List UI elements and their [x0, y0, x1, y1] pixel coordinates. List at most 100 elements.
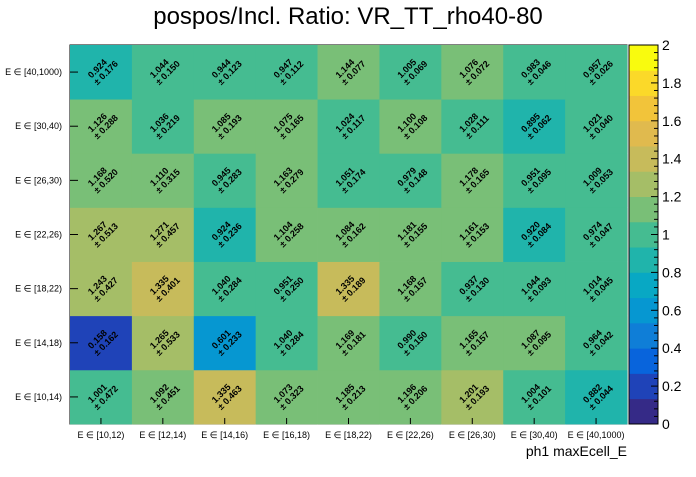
color-scale-tick-label: 1.6: [662, 113, 682, 129]
y-tick-label: E ∈ [22,26): [15, 230, 62, 240]
heatmap-cell: [193, 315, 257, 371]
heatmap-cell: [193, 45, 257, 100]
heatmap-cell: [131, 153, 195, 208]
heatmap-cell: [131, 261, 195, 317]
y-tick-label: E ∈ [18,22): [15, 284, 62, 294]
color-scale-tick-label: 1.2: [662, 189, 682, 205]
heatmap-cell: [193, 207, 257, 262]
color-scale-tick-label: 0.4: [662, 340, 682, 356]
heatmap-cell: [70, 315, 133, 371]
color-scale-segment: [629, 247, 658, 273]
color-scale-segment: [629, 398, 658, 425]
heatmap-cell: [131, 45, 195, 100]
heatmap-cell: [503, 369, 566, 425]
cell-label: 1.104± 0.258: [272, 219, 306, 249]
heatmap-cell: [70, 369, 133, 425]
heatmap-cell: [565, 45, 628, 100]
heatmap-cell: [503, 207, 566, 262]
heatmap-cell: [379, 261, 442, 317]
x-tick-label: E ∈ [26,30): [449, 430, 496, 440]
heatmap-cell: [317, 153, 380, 208]
heatmap-cell: [441, 45, 504, 100]
heatmap-cell: [255, 99, 318, 154]
x-tick-label: E ∈ [16,18): [263, 430, 310, 440]
heatmap-cell: [441, 315, 504, 371]
heatmap-cell: [255, 315, 318, 371]
heatmap-cell: [317, 261, 380, 317]
x-tick-label: E ∈ [10,12): [78, 430, 125, 440]
heatmap-cell: [441, 207, 504, 262]
heatmap-cell: [379, 99, 442, 154]
heatmap-cell: [503, 153, 566, 208]
heatmap-cell: [70, 45, 133, 100]
heatmap-cell: [379, 315, 442, 371]
heatmap-cell: [255, 207, 318, 262]
heatmap-cell: [317, 315, 380, 371]
heatmap-cell: [441, 261, 504, 317]
heatmap-cell: [70, 99, 133, 154]
color-scale-segment: [629, 95, 658, 122]
heatmap-cell: [317, 99, 380, 154]
color-scale-segment: [629, 272, 658, 299]
color-scale-segment: [629, 322, 658, 349]
x-tick-label: E ∈ [22,26): [387, 430, 434, 440]
heatmap-cell: [503, 99, 566, 154]
heatmap-cell: [503, 45, 566, 100]
heatmap-cell: [317, 45, 380, 100]
heatmap-cell: [565, 153, 628, 208]
heatmap-cell: [193, 153, 257, 208]
heatmap-cell: [441, 99, 504, 154]
color-scale-tick-label: 0.6: [662, 302, 682, 318]
heatmap-cell: [70, 207, 133, 262]
heatmap-cell: [565, 261, 628, 317]
heatmap-cell: [503, 315, 566, 371]
color-scale-segment: [629, 171, 658, 197]
color-scale-segment: [629, 45, 658, 71]
heatmap-cell: [131, 315, 195, 371]
x-tick-label: E ∈ [14,16): [201, 430, 248, 440]
heatmap-cell: [379, 207, 442, 262]
heatmap-cell: [193, 261, 257, 317]
heatmap-cell: [503, 261, 566, 317]
y-tick-label: E ∈ [40,1000): [5, 67, 62, 77]
heatmap-cell: [565, 207, 628, 262]
heatmap-cell: [441, 153, 504, 208]
y-tick-label: E ∈ [14,18): [15, 338, 62, 348]
heatmap-cell: [131, 369, 195, 425]
color-scale-tick-label: 0.2: [662, 378, 682, 394]
heatmap-cell: [193, 99, 257, 154]
heatmap-cell: [255, 45, 318, 100]
x-tick-label: E ∈ [18,22): [325, 430, 372, 440]
heatmap-cells: [70, 45, 628, 425]
heatmap-cell: [70, 261, 133, 317]
heatmap-cell: [70, 153, 133, 208]
chart-title: pospos/Incl. Ratio: VR_TT_rho40-80: [153, 3, 543, 30]
heatmap-cell: [255, 261, 318, 317]
x-axis-title: ph1 maxEcell_E: [526, 443, 627, 459]
heatmap-cell: [255, 369, 318, 425]
heatmap-cell: [379, 153, 442, 208]
x-tick-label: E ∈ [30,40): [511, 430, 558, 440]
heatmap-cell: [565, 99, 628, 154]
y-tick-label: E ∈ [30,40): [15, 121, 62, 131]
x-tick-label: E ∈ [40,1000): [568, 430, 625, 440]
color-scale-bar: 0 0.2 0.4 0.6 0.8 1 1.2 1.4 1.6 1.8 2: [628, 37, 682, 432]
y-axis: E ∈ [10,14) E ∈ [14,18) E ∈ [18,22) E ∈ [22…: [5, 67, 78, 402]
heatmap-cell: [317, 369, 380, 425]
color-scale-tick-label: 0.8: [662, 264, 682, 280]
color-scale-tick-label: 1.8: [662, 75, 682, 91]
heatmap-cell: [379, 45, 442, 100]
heatmap-cell: [193, 369, 257, 425]
x-axis: E ∈ [10,12) E ∈ [12,14) E ∈ [14,16) E ∈ [16…: [78, 418, 625, 440]
color-scale-tick-label: 2: [662, 37, 670, 53]
color-scale-segment: [629, 348, 658, 374]
heatmap-cell: [379, 369, 442, 425]
color-scale-segment: [629, 196, 658, 223]
heatmap-cell: [131, 207, 195, 262]
heatmap-cell: [441, 369, 504, 425]
heatmap-cell: [255, 153, 318, 208]
color-scale-tick-label: 0: [662, 416, 670, 432]
heatmap-cell: [565, 315, 628, 371]
